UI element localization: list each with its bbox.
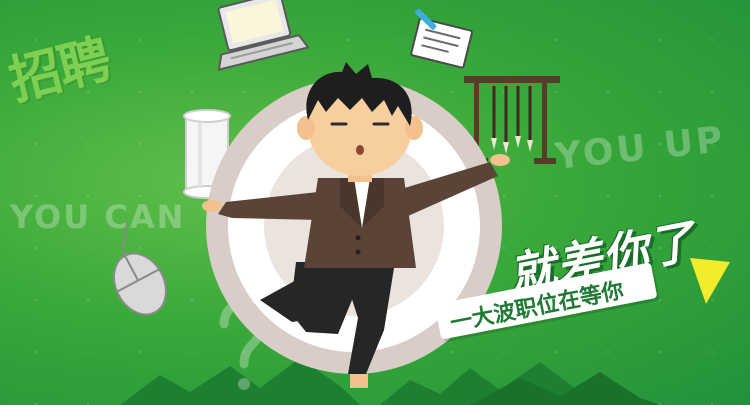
document-pen-icon <box>410 8 473 69</box>
yellow-triangle <box>690 258 730 304</box>
bg-text-you-can: YOU CAN <box>10 198 186 236</box>
laptop-icon <box>217 0 310 71</box>
mouse-icon <box>113 220 167 316</box>
